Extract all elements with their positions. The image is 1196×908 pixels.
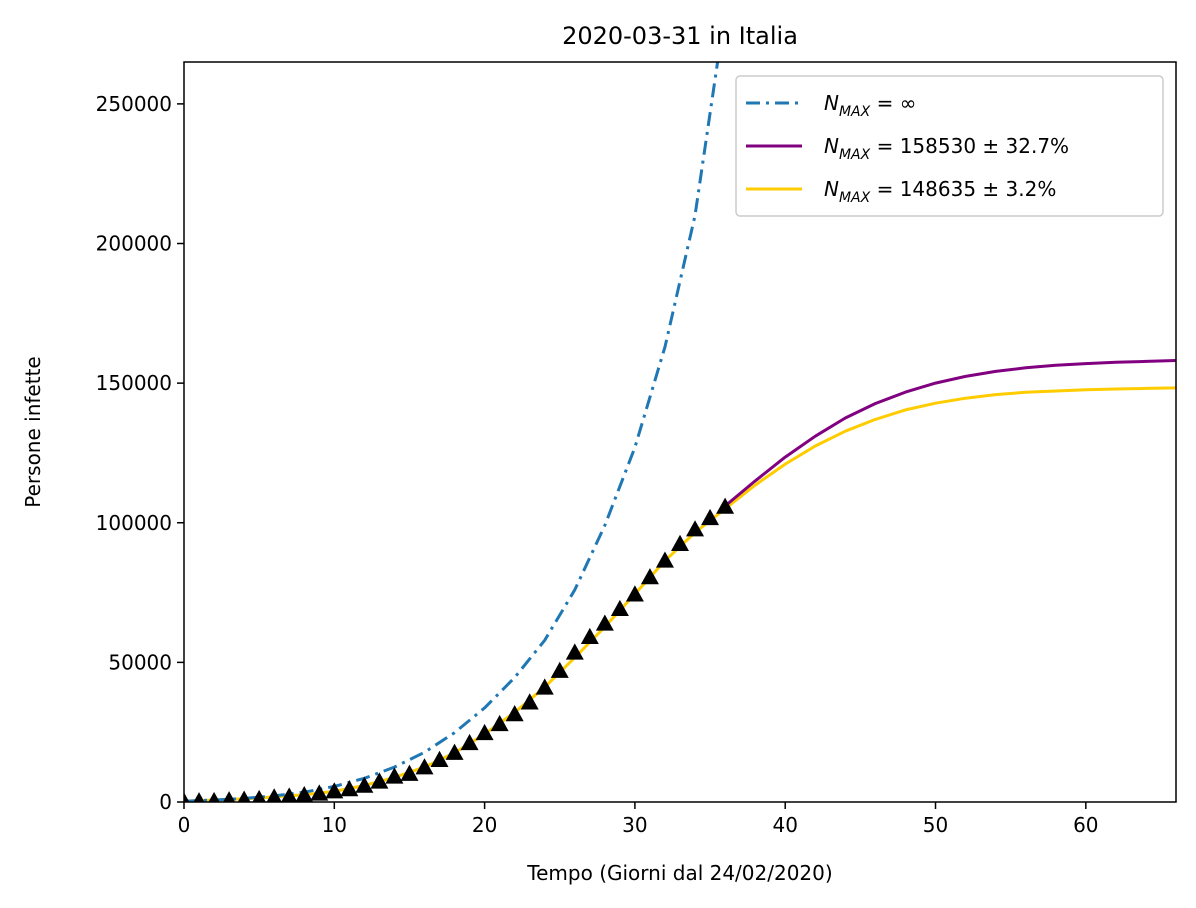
data-point bbox=[400, 764, 419, 781]
series-line-1 bbox=[724, 359, 1176, 508]
data-point bbox=[208, 791, 220, 802]
data-point bbox=[193, 792, 205, 802]
data-point bbox=[223, 791, 236, 802]
data-point bbox=[490, 714, 509, 732]
x-axis-label: Tempo (Giorni dal 24/02/2020) bbox=[526, 861, 832, 885]
y-tick-label: 200000 bbox=[96, 232, 172, 256]
legend-label-1: NMAX = 158530 ± 32.7% bbox=[824, 134, 1069, 163]
y-tick-label: 250000 bbox=[96, 92, 172, 116]
data-point bbox=[565, 643, 584, 660]
data-point bbox=[415, 758, 434, 775]
data-point bbox=[520, 693, 539, 710]
y-tick-label: 100000 bbox=[96, 511, 172, 535]
data-point bbox=[701, 508, 720, 526]
data-point bbox=[310, 784, 329, 801]
data-point bbox=[340, 780, 359, 797]
data-point bbox=[325, 782, 344, 799]
data-point bbox=[460, 733, 479, 751]
x-tick-label: 60 bbox=[1073, 813, 1098, 837]
data-point bbox=[252, 789, 266, 802]
data-point bbox=[625, 585, 644, 602]
plot-frame bbox=[183, 61, 1177, 803]
data-point bbox=[430, 750, 449, 767]
data-point bbox=[385, 767, 404, 784]
legend: NMAX = ∞ NMAX = 158530 ± 32.7% NMAX = 1486… bbox=[735, 75, 1164, 217]
data-point bbox=[671, 534, 689, 551]
data-point bbox=[655, 551, 674, 568]
x-tick-label: 30 bbox=[622, 813, 647, 837]
x-tick-label: 40 bbox=[772, 813, 797, 837]
data-point bbox=[266, 788, 282, 802]
data-point bbox=[595, 614, 614, 631]
legend-box bbox=[735, 75, 1164, 217]
data-point bbox=[475, 723, 494, 741]
data-point bbox=[237, 790, 251, 802]
x-axis: 0 10 20 30 40 50 60 bbox=[178, 802, 1099, 837]
x-tick-label: 50 bbox=[923, 813, 948, 837]
chart-title: 2020-03-31 in Italia bbox=[562, 22, 798, 50]
plot-area bbox=[184, 62, 1176, 802]
data-point bbox=[370, 772, 389, 789]
legend-label-2: NMAX = 148635 ± 3.2% bbox=[824, 177, 1056, 206]
legend-label-0: NMAX = ∞ bbox=[824, 91, 916, 120]
data-point bbox=[505, 705, 524, 722]
y-axis: 0 50000 100000 150000 200000 250000 bbox=[96, 92, 184, 814]
y-tick-label: 50000 bbox=[108, 650, 172, 674]
x-tick-label: 0 bbox=[178, 813, 191, 837]
data-point bbox=[184, 792, 190, 802]
data-point bbox=[550, 661, 569, 678]
data-point bbox=[355, 776, 374, 793]
data-point bbox=[580, 627, 599, 645]
x-tick-label: 10 bbox=[322, 813, 347, 837]
data-point bbox=[716, 497, 735, 514]
data-point bbox=[686, 520, 705, 537]
x-tick-label: 20 bbox=[472, 813, 497, 837]
y-tick-label: 0 bbox=[159, 790, 172, 814]
data-point bbox=[610, 599, 629, 617]
data-point bbox=[295, 786, 314, 802]
data-point bbox=[445, 743, 464, 760]
y-tick-label: 150000 bbox=[96, 371, 172, 395]
data-point bbox=[640, 568, 659, 585]
data-point bbox=[535, 678, 554, 695]
data-point bbox=[281, 787, 298, 802]
y-axis-label: Persone infette bbox=[21, 356, 45, 507]
